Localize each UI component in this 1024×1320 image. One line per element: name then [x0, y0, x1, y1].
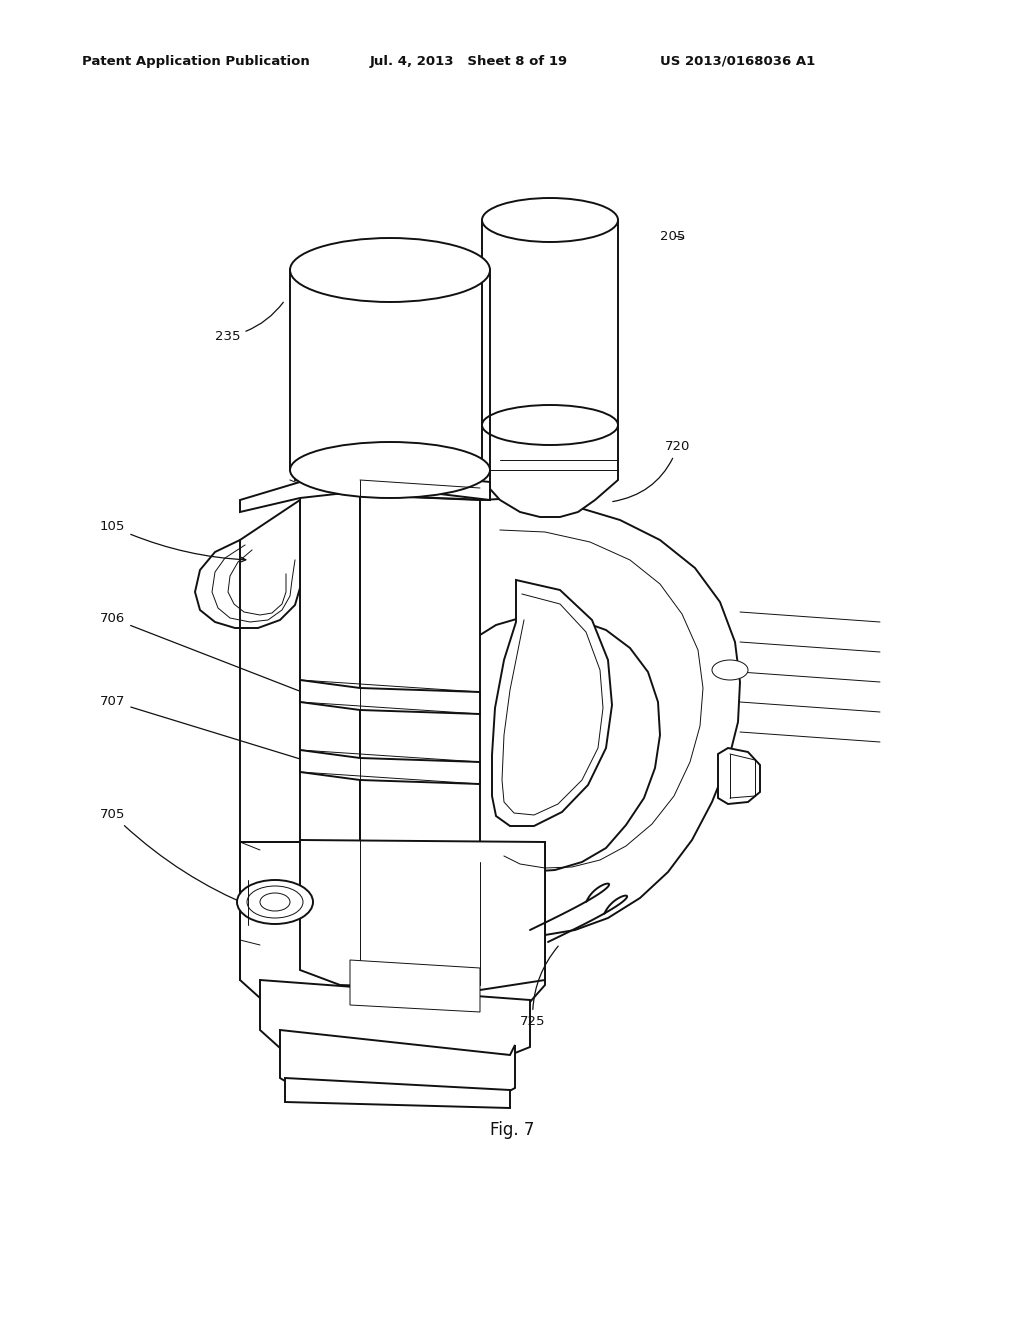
Ellipse shape	[482, 405, 618, 445]
Polygon shape	[295, 459, 490, 500]
Polygon shape	[300, 840, 545, 990]
Ellipse shape	[237, 880, 313, 924]
Ellipse shape	[482, 198, 618, 242]
Text: US 2013/0168036 A1: US 2013/0168036 A1	[660, 55, 815, 69]
Text: 235: 235	[215, 302, 284, 343]
Polygon shape	[240, 473, 490, 512]
Text: 105: 105	[100, 520, 246, 562]
Polygon shape	[480, 498, 740, 935]
Text: Patent Application Publication: Patent Application Publication	[82, 55, 309, 69]
Polygon shape	[260, 979, 530, 1055]
Polygon shape	[482, 220, 618, 425]
Text: 705: 705	[100, 808, 251, 907]
Polygon shape	[280, 1030, 515, 1096]
Text: 205: 205	[660, 230, 685, 243]
Polygon shape	[482, 425, 618, 517]
Polygon shape	[350, 960, 480, 1012]
Ellipse shape	[290, 238, 490, 302]
Polygon shape	[240, 842, 545, 1010]
Text: 725: 725	[520, 946, 558, 1028]
Text: Fig. 7: Fig. 7	[489, 1121, 535, 1139]
Ellipse shape	[290, 442, 490, 498]
Polygon shape	[718, 748, 760, 804]
Polygon shape	[290, 271, 490, 470]
Ellipse shape	[260, 894, 290, 911]
Polygon shape	[195, 500, 300, 628]
Polygon shape	[300, 480, 360, 855]
Text: 706: 706	[100, 612, 299, 690]
Polygon shape	[285, 1078, 510, 1107]
Text: 720: 720	[612, 440, 690, 502]
Polygon shape	[300, 680, 480, 714]
Polygon shape	[360, 495, 480, 862]
Text: 707: 707	[100, 696, 306, 762]
Text: Jul. 4, 2013   Sheet 8 of 19: Jul. 4, 2013 Sheet 8 of 19	[370, 55, 568, 69]
Polygon shape	[492, 579, 612, 826]
Polygon shape	[300, 750, 480, 784]
Ellipse shape	[247, 886, 303, 917]
Ellipse shape	[712, 660, 748, 680]
